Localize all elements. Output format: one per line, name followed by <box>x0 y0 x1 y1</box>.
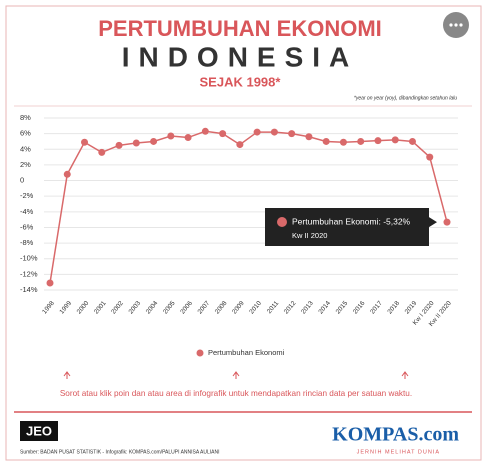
data-point[interactable] <box>132 139 140 147</box>
logo-box <box>20 421 58 441</box>
tooltip-text: Pertumbuhan Ekonomi: -5,32% <box>292 216 411 226</box>
data-point[interactable] <box>150 137 158 145</box>
y-tick-label: -6% <box>20 222 34 231</box>
data-point[interactable] <box>322 137 330 145</box>
data-point[interactable] <box>270 128 278 136</box>
data-point[interactable] <box>357 137 365 145</box>
data-point[interactable] <box>63 170 71 178</box>
data-point[interactable] <box>288 130 296 138</box>
y-tick-label: 4% <box>20 144 31 153</box>
data-point[interactable] <box>201 127 209 135</box>
footer-tagline: JERNIH MELIHAT DUNIA <box>357 449 440 455</box>
y-tick-label: 2% <box>20 160 31 169</box>
y-tick-label: -10% <box>20 254 38 263</box>
header-note: *year on year (yoy), dibandingkan setahu… <box>354 95 457 101</box>
data-point[interactable] <box>219 130 227 138</box>
dot <box>459 23 463 27</box>
legend-marker <box>196 349 204 357</box>
hint: Sorot atau klik poin dan atau area di in… <box>60 389 412 398</box>
footer-source: Sumber: BADAN PUSAT STATISTIK - Infograf… <box>20 449 220 455</box>
data-point[interactable] <box>305 133 313 141</box>
tooltip-category: Kw II 2020 <box>292 231 327 240</box>
y-tick-label: -8% <box>20 238 34 247</box>
data-point[interactable] <box>184 134 192 142</box>
more-button[interactable] <box>443 12 469 38</box>
y-tick-label: 8% <box>20 113 31 122</box>
y-tick-label: -12% <box>20 269 38 278</box>
data-point[interactable] <box>236 141 244 149</box>
y-tick-label: -2% <box>20 191 34 200</box>
arrow <box>232 371 240 379</box>
dot <box>449 23 453 27</box>
data-point[interactable] <box>253 128 261 136</box>
y-tick-label: -4% <box>20 207 34 216</box>
dot <box>454 23 458 27</box>
arrows <box>63 371 409 379</box>
header-period: SEJAK 1998* <box>200 74 282 89</box>
legend-label: Pertumbuhan Ekonomi <box>208 348 285 357</box>
data-point[interactable] <box>374 137 382 145</box>
footer-logo: JEO <box>26 423 52 438</box>
data-point[interactable] <box>167 132 175 140</box>
header-subtitle: INDONESIA <box>122 41 359 72</box>
footer-brand: KOMPAS.com <box>332 424 459 446</box>
y-tick-label: 0 <box>20 176 24 185</box>
data-point[interactable] <box>46 279 54 287</box>
data-point[interactable] <box>339 138 347 146</box>
y-tick-label: 6% <box>20 129 31 138</box>
data-point[interactable] <box>443 218 451 226</box>
data-point[interactable] <box>98 148 106 156</box>
tooltip-marker <box>277 217 287 227</box>
arrow <box>401 371 409 379</box>
header-title: PERTUMBUHAN EKONOMI <box>98 16 382 41</box>
data-point[interactable] <box>408 137 416 145</box>
data-point[interactable] <box>81 138 89 146</box>
data-point[interactable] <box>426 153 434 161</box>
tooltip-box <box>265 208 437 246</box>
data-point[interactable] <box>391 136 399 144</box>
arrow <box>63 371 71 379</box>
y-tick-label: -14% <box>20 285 38 294</box>
data-point[interactable] <box>115 141 123 149</box>
